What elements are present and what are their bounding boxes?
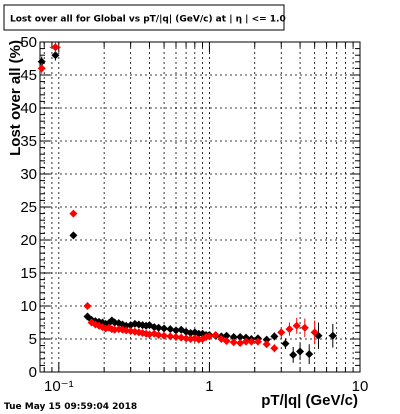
data-point <box>211 331 220 340</box>
data-point <box>154 331 163 340</box>
y-tick-label: 35 <box>20 133 37 150</box>
data-point <box>262 335 271 344</box>
y-tick-label: 50 <box>20 34 37 51</box>
x-axis-label: pT/|q| (GeV/c) <box>261 392 358 409</box>
data-point <box>229 333 238 342</box>
data-point <box>154 323 163 332</box>
data-point <box>229 338 238 347</box>
title-box: Lost over all for Global vs pT/|q| (GeV/… <box>3 4 286 31</box>
data-point <box>262 340 271 349</box>
title-frame <box>3 4 285 31</box>
x-tick-label: 1 <box>205 378 213 395</box>
data-point <box>296 347 305 356</box>
data-point <box>281 339 290 348</box>
y-tick-label: 30 <box>20 166 37 183</box>
y-tick-label: 25 <box>20 199 37 216</box>
data-point <box>270 344 279 353</box>
data-point <box>236 333 245 342</box>
data-point <box>222 336 231 345</box>
data-point <box>160 331 169 340</box>
data-point <box>253 337 262 346</box>
y-axis-label: Lost over all (%) <box>7 40 24 156</box>
y-tick-label: 0 <box>29 364 37 381</box>
data-point <box>205 332 214 341</box>
data-point <box>166 325 175 334</box>
data-point <box>37 64 46 73</box>
data-point <box>236 338 245 347</box>
data-point <box>305 350 314 359</box>
data-point <box>300 323 309 332</box>
data-point <box>292 321 301 330</box>
x-tick-label: 10 <box>352 378 369 395</box>
data-point <box>328 331 337 340</box>
plot-frame <box>39 41 361 373</box>
data-point <box>69 231 78 240</box>
data-point <box>247 337 256 346</box>
x-tick-label: 10⁻¹ <box>44 378 74 395</box>
data-points <box>37 42 337 365</box>
data-point <box>222 331 231 340</box>
data-point <box>277 328 286 337</box>
data-point <box>51 51 60 60</box>
data-point <box>270 332 279 341</box>
y-tick-label: 40 <box>20 100 37 117</box>
data-point <box>166 332 175 341</box>
timestamp: Tue May 15 09:59:04 2018 <box>4 402 137 412</box>
data-point <box>289 350 298 359</box>
axes: 0 5 10 15 20 25 30 35 40 45 50 10⁻¹ 1 10 <box>20 34 368 395</box>
data-point <box>145 330 154 339</box>
chart-title: Lost over all for Global vs pT/|q| (GeV/… <box>10 15 286 25</box>
data-series <box>37 42 319 353</box>
y-tick-label: 20 <box>20 232 37 249</box>
data-point <box>177 333 186 342</box>
y-tick-label: 5 <box>29 331 37 348</box>
y-tick-label: 45 <box>20 67 37 84</box>
data-point <box>69 209 78 218</box>
data-point <box>285 325 294 334</box>
y-tick-label: 15 <box>20 265 37 282</box>
data-point <box>171 333 180 342</box>
data-point <box>171 326 180 335</box>
data-point <box>122 326 131 335</box>
data-point <box>51 43 60 52</box>
data-point <box>37 57 46 66</box>
data-point <box>160 324 169 333</box>
y-tick-label: 10 <box>20 298 37 315</box>
data-point <box>83 302 92 310</box>
data-point <box>242 337 251 346</box>
data-point <box>310 328 319 337</box>
